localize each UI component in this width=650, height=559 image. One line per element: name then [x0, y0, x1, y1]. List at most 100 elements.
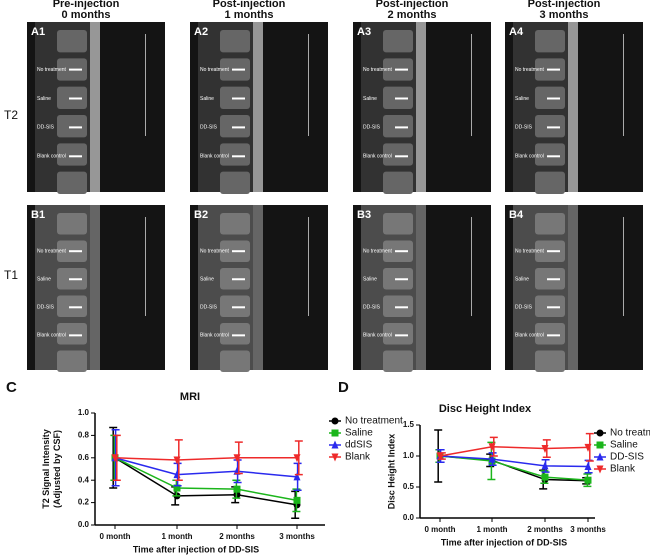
annotation: No treatment [363, 249, 393, 255]
marker [488, 454, 496, 463]
legend-label: Blank [345, 452, 371, 463]
y-tick-label: 1.0 [403, 451, 415, 460]
x-tick-label: 1 month [161, 532, 192, 541]
column-header: Post-injection [376, 0, 449, 10]
column-header: 1 months [225, 9, 274, 21]
vertebra [535, 143, 565, 166]
series-line [114, 457, 298, 506]
x-tick-label: 1 month [476, 525, 507, 534]
legend-label: Blank [610, 464, 636, 475]
marker [233, 454, 241, 463]
y-tick-label: 0.6 [78, 453, 90, 462]
image-label: B4 [509, 209, 524, 221]
annotation: No treatment [200, 249, 230, 255]
vertebra [535, 323, 565, 345]
y-tick-label: 0.8 [78, 431, 90, 440]
vertebra [383, 295, 413, 317]
x-tick-label: 3 months [279, 532, 315, 541]
legend-marker [331, 429, 339, 437]
annotation: DD-SIS [200, 125, 218, 131]
image-label: A3 [357, 26, 371, 38]
x-tick-label: 0 month [99, 532, 130, 541]
vertebra [57, 171, 87, 194]
annotation: DD-SIS [515, 125, 533, 131]
marker [293, 454, 301, 463]
column-header: 0 months [62, 9, 111, 21]
x-tick-label: 2 months [527, 525, 563, 534]
annotation: No treatment [37, 249, 67, 255]
legend-label: No treatment [345, 416, 403, 427]
scale-bar [308, 217, 309, 316]
image-label: A2 [194, 26, 208, 38]
x-axis-label: Time after injection of DD-SIS [441, 537, 567, 547]
legend-marker [331, 440, 339, 449]
series-line [114, 457, 297, 461]
annotation: No treatment [515, 249, 545, 255]
scale-bar [471, 34, 472, 136]
scale-bar [145, 34, 146, 136]
marker [293, 472, 301, 481]
annotation: Saline [363, 96, 377, 102]
vertebra [220, 295, 250, 317]
vertebra [383, 143, 413, 166]
column-header: Pre-injection [53, 0, 120, 10]
marker [541, 473, 549, 481]
image-label: A1 [31, 26, 45, 38]
marker [111, 454, 119, 463]
vertebra [383, 350, 413, 372]
y-tick-label: 0.0 [403, 513, 415, 522]
scale-bar [308, 34, 309, 136]
annotation: No treatment [515, 67, 545, 73]
vertebra [535, 350, 565, 372]
marker [293, 496, 301, 504]
row-label: T1 [4, 268, 18, 282]
x-tick-label: 3 months [570, 525, 606, 534]
y-tick-label: 0.5 [403, 482, 415, 491]
legend-label: ddSIS [345, 440, 373, 451]
marker [541, 445, 549, 454]
series [434, 429, 592, 490]
y-tick-label: 0.4 [78, 475, 90, 484]
scale-bar [623, 34, 624, 136]
y-tick-label: 1.5 [403, 420, 415, 429]
annotation: DD-SIS [37, 125, 55, 131]
annotation: Saline [515, 96, 529, 102]
vertebra [383, 171, 413, 194]
vertebra [535, 115, 565, 138]
annotation: Blank control [200, 154, 229, 160]
legend-marker [331, 453, 339, 462]
spinal-canal [253, 22, 263, 192]
vertebra [220, 323, 250, 345]
legend-label: DD-SIS [610, 452, 644, 463]
chart-title: MRI [180, 391, 200, 403]
column-header: Post-injection [528, 0, 601, 10]
y-tick-label: 1.0 [78, 408, 90, 417]
vertebra [57, 115, 87, 138]
spinal-canal [416, 205, 426, 370]
annotation: Saline [200, 277, 214, 283]
legend-marker [596, 465, 604, 474]
vertebra [535, 171, 565, 194]
series-line [114, 457, 298, 502]
annotation: Saline [37, 96, 51, 102]
image-label: A4 [509, 26, 524, 38]
marker [584, 462, 592, 471]
annotation: Blank control [515, 333, 544, 339]
vertebra [220, 213, 250, 235]
row-label: T2 [4, 108, 18, 122]
y-axis-label: T2 Signal Intensity [41, 429, 51, 509]
spinal-canal [90, 22, 100, 192]
annotation: Blank control [363, 154, 392, 160]
series-line [114, 457, 298, 478]
scale-bar [623, 217, 624, 316]
spinal-canal [568, 205, 578, 370]
marker [584, 443, 592, 452]
series [436, 432, 594, 462]
y-tick-label: 0.2 [78, 498, 90, 507]
marker [541, 461, 549, 470]
column-header: 3 months [540, 9, 589, 21]
marker [173, 456, 181, 465]
annotation: DD-SIS [200, 305, 218, 311]
annotation: Blank control [515, 154, 544, 160]
